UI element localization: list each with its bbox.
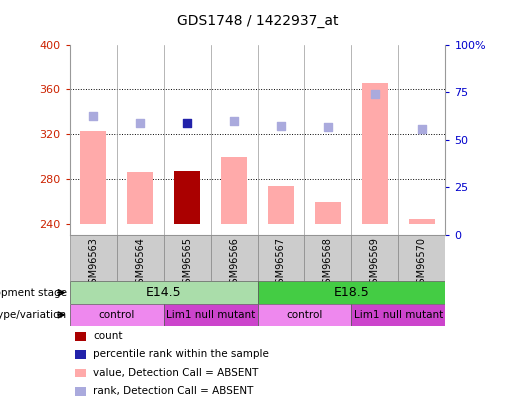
Text: genotype/variation: genotype/variation <box>0 310 67 320</box>
Bar <box>352 304 445 326</box>
Text: GSM96563: GSM96563 <box>88 237 98 290</box>
Text: E14.5: E14.5 <box>146 286 181 299</box>
Text: GSM96568: GSM96568 <box>323 237 333 290</box>
Text: development stage: development stage <box>0 288 67 298</box>
Point <box>418 125 426 132</box>
Bar <box>127 172 153 224</box>
Text: GSM96565: GSM96565 <box>182 237 192 290</box>
Text: percentile rank within the sample: percentile rank within the sample <box>93 350 269 359</box>
Text: GSM96570: GSM96570 <box>417 237 427 290</box>
Text: count: count <box>93 331 123 341</box>
Text: GSM96566: GSM96566 <box>229 237 239 290</box>
Text: control: control <box>286 310 323 320</box>
Text: GSM96569: GSM96569 <box>370 237 380 290</box>
Bar <box>258 235 304 281</box>
Bar <box>315 202 341 224</box>
Bar <box>258 281 445 304</box>
Text: GDS1748 / 1422937_at: GDS1748 / 1422937_at <box>177 14 338 28</box>
Point <box>324 124 332 131</box>
Bar <box>70 304 164 326</box>
Text: control: control <box>98 310 135 320</box>
Bar <box>164 235 211 281</box>
Bar <box>80 131 106 224</box>
Bar <box>211 235 258 281</box>
Bar <box>352 235 399 281</box>
Text: GSM96564: GSM96564 <box>135 237 145 290</box>
Bar <box>174 171 200 224</box>
Bar <box>304 235 352 281</box>
Point <box>183 120 191 126</box>
Bar <box>164 304 258 326</box>
Point <box>89 113 97 119</box>
Bar <box>221 156 247 224</box>
Text: value, Detection Call = ABSENT: value, Detection Call = ABSENT <box>93 368 259 377</box>
Bar <box>70 235 116 281</box>
Bar <box>116 235 164 281</box>
Text: Lim1 null mutant: Lim1 null mutant <box>166 310 255 320</box>
Text: E18.5: E18.5 <box>334 286 369 299</box>
Bar <box>70 281 258 304</box>
Text: Lim1 null mutant: Lim1 null mutant <box>354 310 443 320</box>
Point <box>136 120 144 126</box>
Point <box>277 123 285 130</box>
Point <box>230 117 238 124</box>
Bar <box>399 235 445 281</box>
Bar <box>258 304 352 326</box>
Text: rank, Detection Call = ABSENT: rank, Detection Call = ABSENT <box>93 386 253 396</box>
Text: GSM96567: GSM96567 <box>276 237 286 290</box>
Bar <box>268 185 294 224</box>
Bar <box>409 219 435 224</box>
Bar <box>362 83 388 224</box>
Point <box>371 91 379 97</box>
